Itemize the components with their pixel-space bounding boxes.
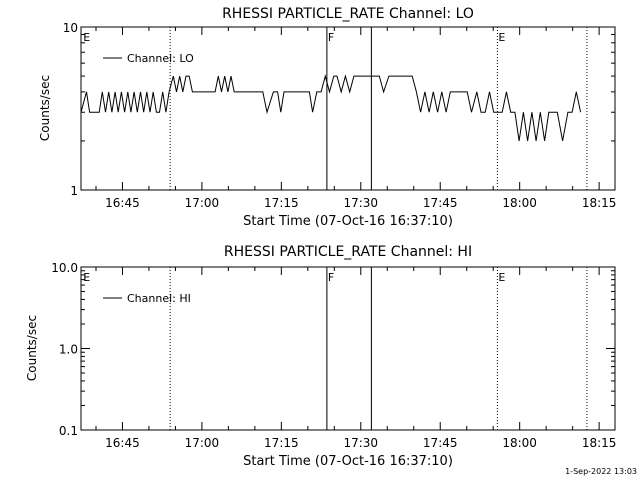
x-tick-label: 17:00: [185, 196, 220, 210]
event-marker-label: E: [498, 31, 505, 44]
event-marker-label: E: [498, 271, 505, 284]
event-marker-label: E: [83, 31, 90, 44]
x-tick-label: 17:15: [264, 196, 299, 210]
legend-label: Channel: HI: [127, 292, 191, 305]
x-tick-label: 18:15: [582, 196, 617, 210]
event-marker-label: F: [328, 31, 334, 44]
y-axis-label: Counts/sec: [25, 315, 39, 381]
x-tick-label: 17:15: [264, 436, 299, 450]
x-tick-label: 18:00: [502, 196, 537, 210]
plot-frame: [80, 26, 616, 191]
legend-label: Channel: LO: [127, 52, 194, 65]
x-tick-label: 16:45: [105, 436, 140, 450]
y-tick-label: 1: [70, 184, 78, 198]
x-tick-label: 18:00: [502, 436, 537, 450]
panel-lo: RHESSI PARTICLE_RATE Channel: LO Start Ti…: [38, 6, 616, 229]
y-tick-label: 10.0: [51, 261, 78, 275]
chart-title: RHESSI PARTICLE_RATE Channel: LO: [222, 6, 474, 22]
x-axis-label: Start Time (07-Oct-16 16:37:10): [243, 454, 453, 469]
event-marker-label: E: [83, 271, 90, 284]
x-axis-label: Start Time (07-Oct-16 16:37:10): [243, 214, 453, 229]
x-tick-label: 17:00: [185, 436, 220, 450]
y-tick-label: 1.0: [59, 343, 78, 357]
y-axis-label: Counts/sec: [38, 75, 52, 141]
series-line: [80, 74, 582, 141]
x-tick-label: 16:45: [105, 196, 140, 210]
x-tick-label: 17:45: [423, 196, 458, 210]
y-tick-label: 0.1: [59, 424, 78, 438]
event-marker-label: F: [328, 271, 334, 284]
x-tick-label: 17:30: [343, 196, 378, 210]
x-tick-label: 17:45: [423, 436, 458, 450]
chart-title: RHESSI PARTICLE_RATE Channel: HI: [224, 244, 472, 260]
x-tick-label: 17:30: [343, 436, 378, 450]
footer-timestamp: 1-Sep-2022 13:03: [565, 467, 637, 476]
panel-hi: RHESSI PARTICLE_RATE Channel: HI Start Ti…: [25, 244, 616, 469]
y-tick-label: 10: [63, 21, 78, 35]
x-tick-label: 18:15: [582, 436, 617, 450]
